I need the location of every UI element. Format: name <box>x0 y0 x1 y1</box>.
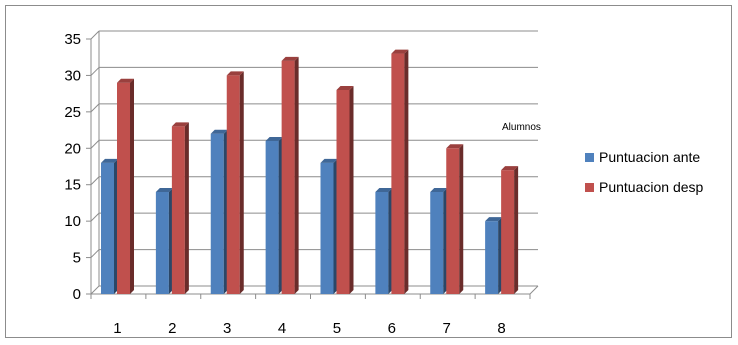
bar-despues-1 <box>117 78 134 294</box>
bar-chart: 0 5 10 15 20 25 30 35 1 2 3 4 5 6 7 8 Alumnos Puntuacio… <box>64 30 704 337</box>
grid-side-line <box>90 103 100 113</box>
x-tick-label: 8 <box>497 320 505 337</box>
grid-side-line <box>90 139 100 149</box>
grid-side-line <box>90 249 100 258</box>
grid-side-line <box>90 67 100 76</box>
y-tick-label: 15 <box>64 177 81 194</box>
legend: Puntuacion ante Puntuacion desp <box>585 149 704 195</box>
legend-swatch <box>585 153 594 162</box>
grid-side-line <box>90 285 100 295</box>
bar-despues-2 <box>171 122 189 294</box>
bar-antes-2 <box>155 188 173 294</box>
y-tick-label: 5 <box>73 250 81 267</box>
bar-antes-1 <box>101 158 118 294</box>
bars <box>101 49 519 295</box>
y-tick-label: 25 <box>64 104 81 121</box>
bar-despues-3 <box>226 71 244 294</box>
bar-despues-6 <box>391 49 409 295</box>
grid-side-line <box>90 176 100 186</box>
y-tick-label: 10 <box>64 213 81 230</box>
y-tick-label: 0 <box>73 286 81 303</box>
legend-item: Puntuacion desp <box>585 179 704 195</box>
legend-item: Puntuacion ante <box>585 149 700 165</box>
x-tick-label: 6 <box>388 320 396 337</box>
chart-annotation: Alumnos <box>502 122 541 133</box>
axes <box>86 31 539 299</box>
floor-right-edge <box>529 285 539 295</box>
grid-side-line <box>90 212 100 222</box>
bar-antes-3 <box>210 129 228 294</box>
legend-swatch <box>585 183 594 192</box>
x-tick-label: 1 <box>113 320 121 337</box>
legend-label: Puntuacion ante <box>599 149 700 165</box>
bar-despues-5 <box>336 86 354 294</box>
x-tick-label: 7 <box>443 320 451 337</box>
x-tick-label: 3 <box>223 320 231 337</box>
chart-frame: 0 5 10 15 20 25 30 35 1 2 3 4 5 6 7 8 Alumnos Puntuacio… <box>5 5 732 338</box>
bar-antes-4 <box>265 137 283 294</box>
y-tick-label: 30 <box>64 67 81 84</box>
bar-despues-8 <box>501 166 519 294</box>
y-tick-label: 35 <box>64 31 81 48</box>
bar-antes-6 <box>375 188 393 294</box>
x-tick-label: 2 <box>168 320 176 337</box>
grid-side-line <box>90 30 100 40</box>
bar-antes-8 <box>485 217 503 294</box>
bar-despues-7 <box>446 144 464 294</box>
bar-antes-7 <box>430 188 448 294</box>
x-tick-label: 5 <box>333 320 341 337</box>
tick-labels: 0 5 10 15 20 25 30 35 1 2 3 4 5 6 7 8 <box>64 31 505 337</box>
y-tick-label: 20 <box>64 140 81 157</box>
bar-despues-4 <box>281 56 299 294</box>
x-tick-label: 4 <box>278 320 286 337</box>
bar-antes-5 <box>320 158 338 294</box>
legend-label: Puntuacion desp <box>599 179 704 195</box>
